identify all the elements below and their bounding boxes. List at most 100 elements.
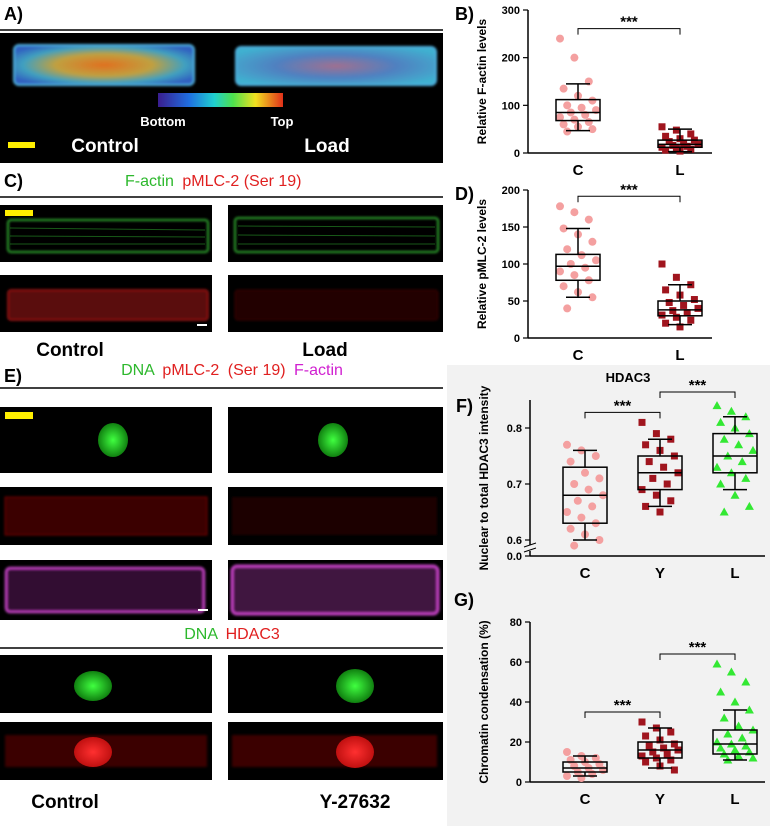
significance-bracket [584,411,661,419]
data-point [577,103,586,112]
title-part: DNA [184,626,218,643]
data-point [577,774,586,782]
data-point [672,273,680,281]
panel-label: A) [4,4,23,24]
y-tick-label: 0.8 [507,423,522,435]
data-point [663,750,671,758]
cell [7,289,209,321]
data-point [649,474,657,482]
data-point [744,705,754,714]
data-point [723,729,733,738]
panel-label: C) [4,171,23,191]
data-point [559,120,568,129]
data-point [588,96,597,105]
data-point [570,541,579,550]
image-row-dna [0,655,443,713]
colorbar-low: Bottom [140,114,186,129]
y-axis-label: Chromatin condensation (%) [477,620,491,783]
data-point [672,313,680,321]
data-point [658,260,666,268]
chart-title: HDAC3 [606,370,651,385]
data-point [687,145,695,153]
y-tick-label: 300 [502,5,520,17]
data-point [737,733,747,742]
data-point [566,524,575,533]
x-tick-label: L [730,565,739,582]
data-point [665,298,673,306]
data-point [734,721,744,730]
scale-bar [8,142,35,148]
x-tick-label: C [573,162,584,179]
data-point [584,118,593,127]
cell [13,44,195,86]
data-point [591,452,600,460]
data-point [680,301,688,309]
data-point [741,473,751,482]
data-point [694,304,702,312]
panel-label: E) [4,366,22,386]
data-point [563,748,571,756]
data-point [719,434,729,443]
title-part: pMLC-2 (Ser 19) [182,173,301,190]
data-point [672,144,680,152]
data-point [748,753,758,762]
data-point [556,202,564,211]
y-tick-label: 50 [508,296,520,308]
significance-label: *** [614,397,632,414]
data-point [734,440,744,449]
x-tick-label: L [675,162,684,179]
panel-label: D) [455,184,474,204]
axis-break [524,545,536,551]
data-point [652,430,660,438]
data-point [581,468,589,477]
data-point [645,742,653,750]
x-tick-label: L [730,791,739,808]
data-point [592,256,600,265]
significance-bracket [577,195,681,203]
cell [234,289,439,321]
data-point [716,417,726,426]
cell [234,217,439,253]
data-point [599,766,607,774]
y-tick-label: 200 [502,185,520,197]
image-factin [228,205,443,262]
data-point [556,267,564,276]
data-point [588,125,597,134]
y-tick-label: 150 [502,222,520,234]
data-point [595,474,604,483]
data-point [563,127,572,136]
data-point [658,123,666,131]
condition-label: Load [302,340,347,361]
data-point [563,304,572,313]
title-part: (Ser 19) [228,362,286,379]
data-point [741,677,751,686]
cell [235,46,437,86]
scale-bar [5,210,33,216]
data-point [683,309,691,317]
data-point [716,743,726,752]
colorbar-high: Top [271,114,294,129]
panel-title: DNA HDAC3 [184,626,280,643]
data-point [719,507,729,516]
y-tick-label: 80 [510,617,522,629]
panel-label: F) [456,396,473,416]
data-point [577,513,586,522]
data-point [730,697,740,706]
data-point [652,491,660,499]
condition-label: Load [304,136,349,157]
data-point [638,752,646,760]
significance-bracket [659,653,736,660]
image-row-dna [0,407,443,473]
x-tick-label: C [580,791,591,808]
data-point [670,740,678,748]
title-part: pMLC-2 [162,362,219,379]
y-tick-label: 0.0 [507,551,522,563]
y-tick-label: 100 [502,100,520,112]
data-point [662,132,670,140]
data-point [584,485,593,494]
y-tick-label: 200 [502,53,520,65]
scale-bar [197,324,207,326]
data-point [741,741,751,750]
data-point [573,496,582,505]
data-point [638,718,646,726]
